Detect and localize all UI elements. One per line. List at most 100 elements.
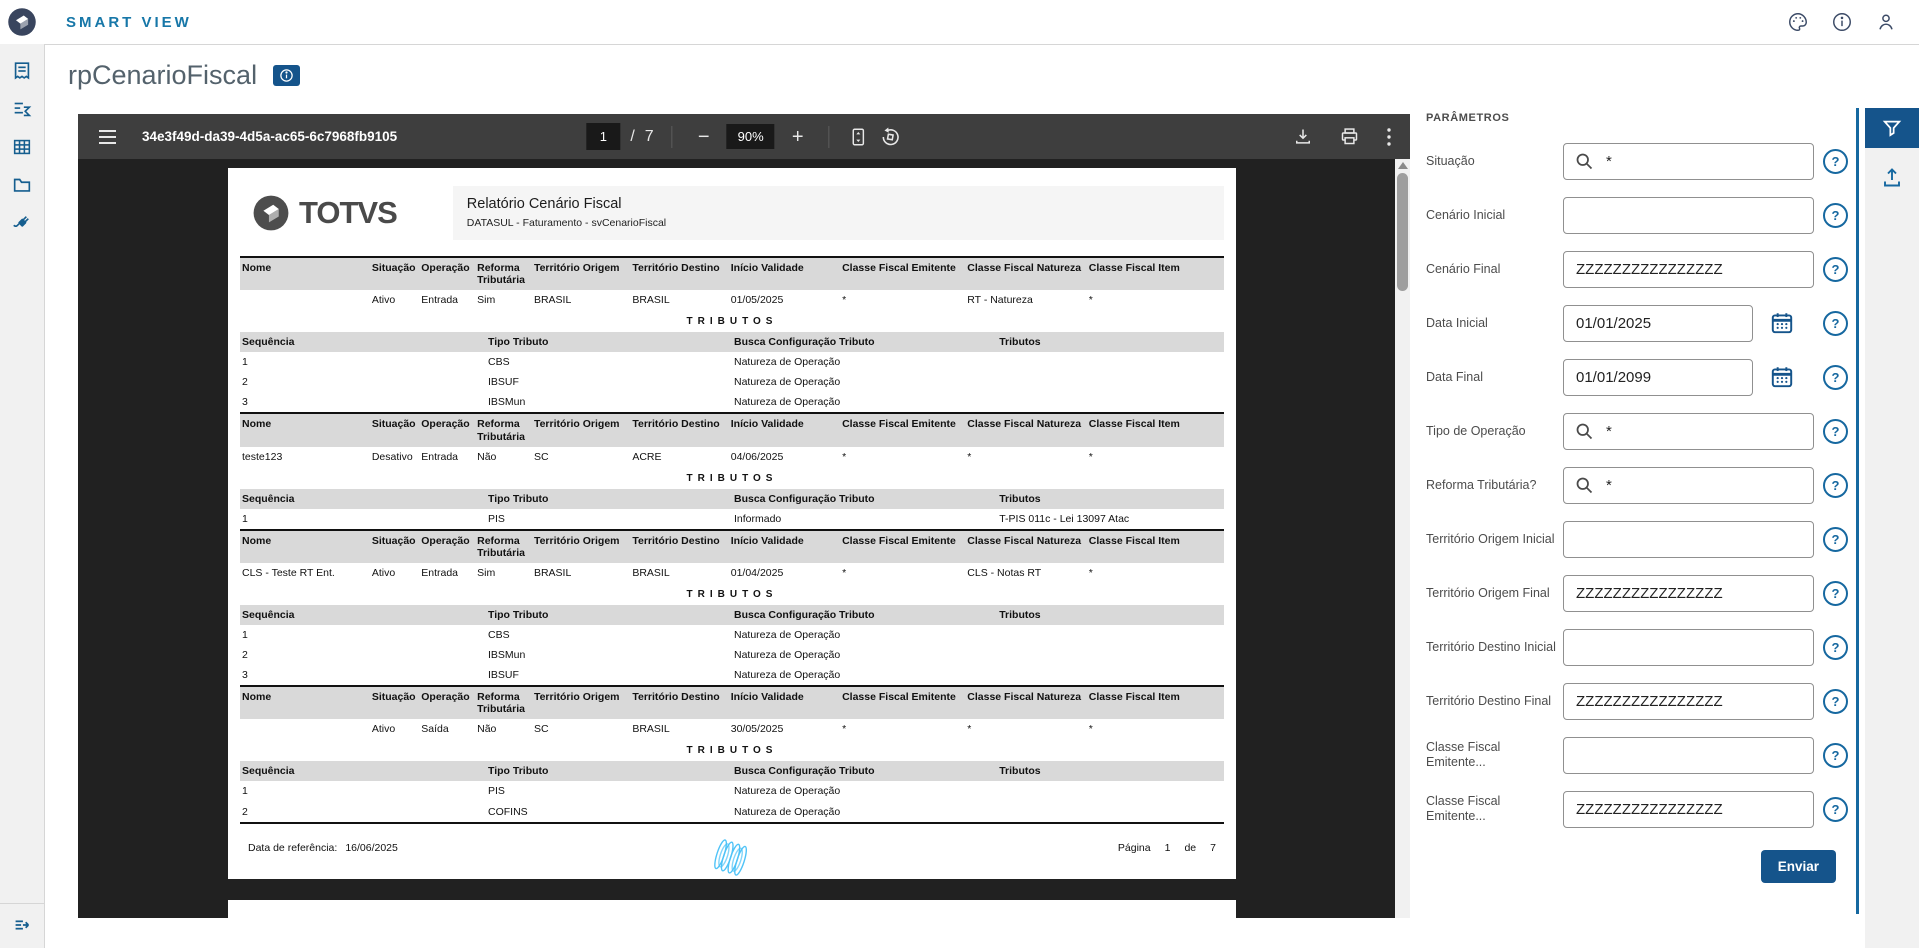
- parameter-input[interactable]: [1574, 583, 1803, 603]
- zoom-out-button[interactable]: −: [691, 124, 717, 150]
- parameter-input[interactable]: [1574, 313, 1742, 333]
- table-cell: Ativo: [371, 566, 396, 579]
- info-icon[interactable]: [1831, 11, 1853, 33]
- help-button[interactable]: ?: [1823, 688, 1848, 714]
- totvs-logo[interactable]: [0, 0, 44, 44]
- help-button[interactable]: ?: [1823, 418, 1848, 444]
- summary-sigma-icon[interactable]: [11, 98, 33, 120]
- info-icon: [280, 69, 293, 82]
- report-info-badge[interactable]: [273, 65, 301, 86]
- parameter-input[interactable]: [1604, 475, 1803, 495]
- table-cell: SC: [533, 723, 549, 736]
- download-icon[interactable]: [1293, 127, 1313, 147]
- table-grid-icon[interactable]: [11, 136, 33, 158]
- totvs-logo-icon: [253, 195, 289, 231]
- parameter-input[interactable]: [1574, 745, 1803, 765]
- parameter-row: Cenário Final?: [1426, 242, 1850, 296]
- tributos-label: TRIBUTOS: [686, 745, 778, 757]
- help-button[interactable]: ?: [1823, 256, 1848, 282]
- parameter-input[interactable]: [1604, 421, 1803, 441]
- table-cell: Natureza de Operação: [734, 649, 841, 662]
- parameter-input[interactable]: [1604, 151, 1803, 171]
- report-header: TOTVS Relatório Cenário Fiscal DATASUL -…: [240, 186, 1224, 240]
- totvs-logo-icon: [8, 8, 36, 36]
- expand-menu-icon[interactable]: [11, 914, 33, 936]
- help-button[interactable]: ?: [1823, 472, 1848, 498]
- help-button[interactable]: ?: [1823, 634, 1848, 660]
- sidebar-toggle-icon[interactable]: [94, 124, 120, 150]
- help-button[interactable]: ?: [1823, 742, 1848, 768]
- fit-page-icon[interactable]: [848, 126, 870, 148]
- column-header: Classe Fiscal Natureza: [967, 534, 1082, 547]
- help-button[interactable]: ?: [1823, 148, 1848, 174]
- filter-button[interactable]: [1865, 108, 1919, 148]
- page-number-input[interactable]: [586, 123, 621, 150]
- help-button[interactable]: ?: [1823, 526, 1848, 552]
- plug-connector-icon[interactable]: [11, 212, 33, 234]
- parameter-row: Situação?: [1426, 134, 1850, 188]
- parameter-input[interactable]: [1574, 367, 1742, 387]
- print-icon[interactable]: [1339, 126, 1360, 147]
- parameter-input-box: [1563, 736, 1814, 774]
- parameter-input[interactable]: [1574, 529, 1803, 549]
- rotate-icon[interactable]: [880, 126, 902, 148]
- sub-header-row: Sequência Tipo Tributo Busca Configuração …: [240, 488, 1224, 509]
- folder-icon[interactable]: [11, 174, 33, 196]
- parameter-input[interactable]: [1574, 691, 1803, 711]
- parameter-input[interactable]: [1574, 637, 1803, 657]
- column-header: Situação: [371, 262, 416, 274]
- table-cell: Informado: [734, 512, 782, 525]
- submit-button[interactable]: Enviar: [1760, 850, 1836, 883]
- table-cell: IBSMun: [488, 396, 526, 409]
- zoom-level[interactable]: 90%: [726, 124, 775, 149]
- calendar-icon: [1771, 367, 1793, 388]
- theme-palette-icon[interactable]: [1787, 11, 1809, 33]
- report-section: Nome Situação Operação Reforma Tributária Te…: [240, 528, 1224, 685]
- column-header: Nome: [242, 534, 272, 547]
- parameter-label: Reforma Tributária?: [1426, 477, 1537, 492]
- parameter-row: Classe Fiscal Emitente...?: [1426, 782, 1850, 836]
- user-profile-icon[interactable]: [1875, 11, 1897, 33]
- table-cell: 3: [242, 669, 248, 682]
- parameter-input[interactable]: [1574, 205, 1803, 225]
- pdf-scrollbar[interactable]: [1395, 159, 1410, 918]
- parameter-input[interactable]: [1574, 799, 1803, 819]
- search-icon: [1576, 423, 1593, 439]
- parameter-row: Classe Fiscal Emitente...?: [1426, 728, 1850, 782]
- pdf-page: TOTVS Relatório Cenário Fiscal DATASUL -…: [228, 168, 1236, 879]
- parameters-fields: Situação?Cenário Inicial?Cenário Final?D…: [1426, 134, 1850, 836]
- search-icon: [1576, 153, 1593, 169]
- parameter-input-box: [1563, 412, 1814, 450]
- calendar-button[interactable]: [1769, 310, 1795, 336]
- table-cell: PIS: [488, 785, 505, 798]
- column-header: Início Validade: [730, 691, 804, 704]
- more-options-icon[interactable]: [1386, 127, 1392, 147]
- zoom-in-button[interactable]: +: [785, 124, 811, 150]
- page-separator: /: [630, 127, 635, 145]
- calendar-button[interactable]: [1769, 364, 1795, 390]
- column-header: Classe Fiscal Item: [1088, 262, 1180, 274]
- column-header: Operação: [421, 534, 470, 547]
- table-cell: 2: [242, 649, 248, 662]
- help-button[interactable]: ?: [1823, 310, 1848, 336]
- report-footer: Data de referência: 16/06/2025: [240, 838, 1224, 876]
- table-header-row: Nome Situação Operação Reforma Tributária Te…: [240, 412, 1224, 447]
- help-button[interactable]: ?: [1823, 202, 1848, 228]
- table-header-row: Nome Situação Operação Reforma Tributária Te…: [240, 685, 1224, 720]
- table-cell: BRASIL: [533, 294, 572, 307]
- report-receipt-icon[interactable]: [11, 60, 33, 82]
- table-cell: [997, 781, 1224, 801]
- table-cell: Ativo: [371, 294, 396, 307]
- help-button[interactable]: ?: [1823, 796, 1848, 822]
- table-cell: *: [842, 450, 847, 463]
- tributo-row: 1 CBS Natureza de Operação: [240, 352, 1224, 372]
- table-cell: COFINS: [488, 805, 528, 818]
- upload-button[interactable]: [1865, 160, 1919, 196]
- help-button[interactable]: ?: [1823, 580, 1848, 606]
- parameter-input-box: [1563, 304, 1753, 342]
- scroll-up-arrow-icon[interactable]: [1397, 162, 1408, 169]
- help-button[interactable]: ?: [1823, 364, 1848, 390]
- scrollbar-thumb[interactable]: [1397, 173, 1408, 291]
- tributo-row: 1 PIS Informado T-PIS 011c - Lei 13097 Atac: [240, 509, 1224, 529]
- parameter-input[interactable]: [1574, 259, 1803, 279]
